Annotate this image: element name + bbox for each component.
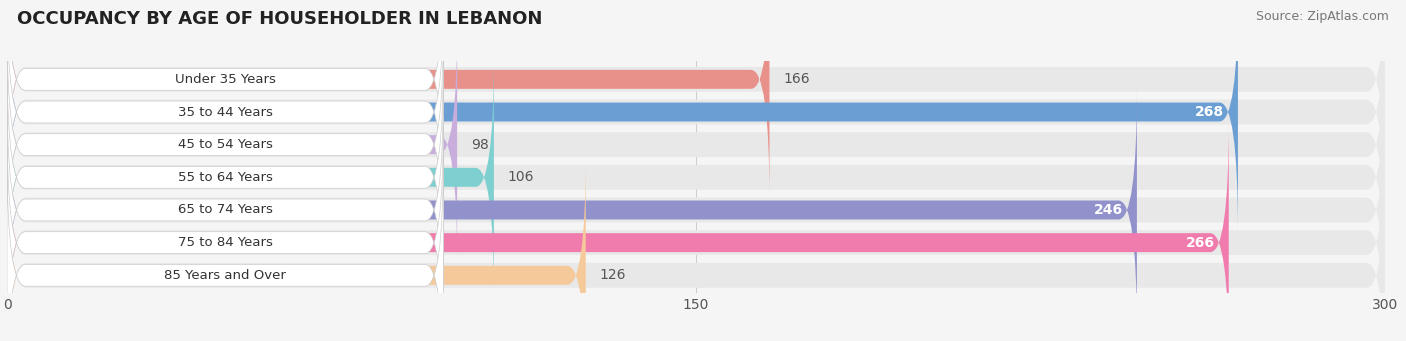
Text: 65 to 74 Years: 65 to 74 Years (177, 204, 273, 217)
Text: 126: 126 (599, 268, 626, 282)
Text: 266: 266 (1187, 236, 1215, 250)
Text: Source: ZipAtlas.com: Source: ZipAtlas.com (1256, 10, 1389, 23)
Text: 45 to 54 Years: 45 to 54 Years (177, 138, 273, 151)
FancyBboxPatch shape (7, 59, 1385, 296)
FancyBboxPatch shape (7, 0, 1237, 233)
FancyBboxPatch shape (7, 0, 443, 199)
Text: 55 to 64 Years: 55 to 64 Years (177, 171, 273, 184)
Text: 35 to 44 Years: 35 to 44 Years (177, 105, 273, 119)
Text: 75 to 84 Years: 75 to 84 Years (177, 236, 273, 249)
FancyBboxPatch shape (7, 121, 1229, 341)
Text: OCCUPANCY BY AGE OF HOUSEHOLDER IN LEBANON: OCCUPANCY BY AGE OF HOUSEHOLDER IN LEBAN… (17, 10, 543, 28)
FancyBboxPatch shape (7, 124, 1385, 341)
Text: 268: 268 (1195, 105, 1225, 119)
FancyBboxPatch shape (7, 157, 1385, 341)
FancyBboxPatch shape (7, 92, 1385, 328)
FancyBboxPatch shape (7, 89, 1137, 331)
Text: Under 35 Years: Under 35 Years (174, 73, 276, 86)
FancyBboxPatch shape (7, 0, 1385, 230)
FancyBboxPatch shape (7, 155, 443, 341)
FancyBboxPatch shape (7, 0, 1385, 197)
FancyBboxPatch shape (7, 154, 586, 341)
Text: 85 Years and Over: 85 Years and Over (165, 269, 287, 282)
FancyBboxPatch shape (7, 58, 443, 297)
FancyBboxPatch shape (7, 123, 443, 341)
Text: 246: 246 (1094, 203, 1123, 217)
Text: 98: 98 (471, 138, 489, 152)
Text: 106: 106 (508, 170, 534, 184)
FancyBboxPatch shape (7, 0, 769, 201)
FancyBboxPatch shape (7, 90, 443, 330)
FancyBboxPatch shape (7, 24, 457, 266)
FancyBboxPatch shape (7, 0, 443, 232)
Text: 166: 166 (783, 72, 810, 86)
FancyBboxPatch shape (7, 56, 494, 298)
FancyBboxPatch shape (7, 25, 443, 264)
FancyBboxPatch shape (7, 27, 1385, 263)
